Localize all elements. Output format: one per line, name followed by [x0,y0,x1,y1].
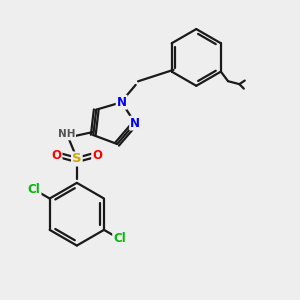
Text: Cl: Cl [28,183,40,196]
Text: NH: NH [58,130,75,140]
Text: Cl: Cl [113,232,126,245]
Text: S: S [72,152,82,166]
Text: O: O [52,149,61,162]
Text: N: N [130,117,140,130]
Text: O: O [92,149,102,162]
Text: N: N [117,96,127,109]
